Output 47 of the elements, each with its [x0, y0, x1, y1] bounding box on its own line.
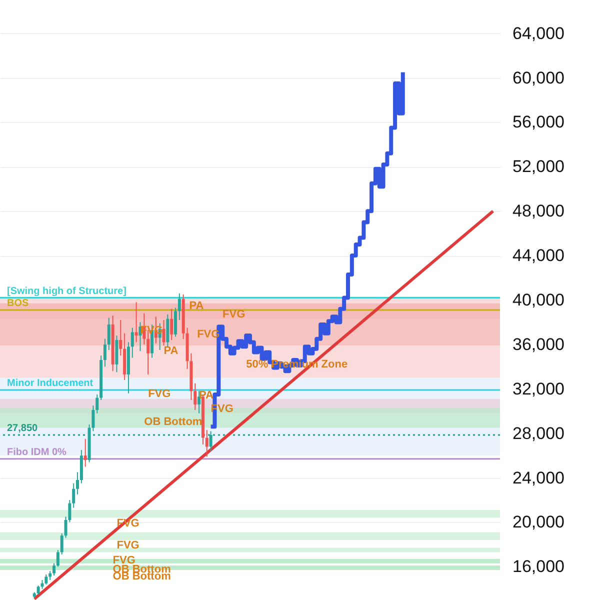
annotation: FVG	[148, 388, 171, 400]
y-tick-label: 16,000	[512, 557, 564, 576]
y-tick-label: 20,000	[512, 512, 564, 532]
annotation: FVG	[222, 308, 246, 320]
candlestick	[198, 390, 201, 414]
candlestick	[194, 382, 197, 410]
candlestick	[134, 302, 138, 343]
ref-line-label: Minor Inducement	[7, 378, 94, 389]
annotation: PA	[189, 300, 204, 312]
y-tick-label: 52,000	[512, 157, 564, 176]
y-tick-label: 64,000	[512, 24, 564, 43]
y-tick-label: 32,000	[512, 379, 564, 398]
candlestick	[52, 562, 56, 576]
candlestick	[107, 317, 110, 350]
y-tick-label: 44,000	[512, 246, 564, 266]
y-tick-label: 36,000	[512, 334, 564, 354]
annotation: OB Bottom	[144, 416, 202, 428]
annotation: FVG	[116, 540, 140, 552]
y-tick-label: 28,000	[512, 424, 564, 443]
candlestick	[56, 550, 60, 568]
candlestick	[119, 320, 122, 356]
y-tick-label: 24,000	[512, 468, 564, 488]
candlestick	[72, 482, 76, 508]
candlestick	[209, 430, 212, 452]
candlestick	[170, 308, 174, 340]
annotation: PA	[199, 390, 214, 402]
y-tick-label: 48,000	[512, 202, 564, 221]
candlestick	[60, 532, 64, 555]
ref-line-label: Fibo IDM 0%	[7, 446, 67, 458]
candlestick	[166, 314, 170, 348]
candlestick	[178, 292, 181, 320]
candlestick	[162, 320, 166, 346]
candlestick	[44, 574, 48, 585]
candlestick	[130, 327, 134, 358]
ref-line-label: [Swing high of Structure]	[7, 286, 126, 297]
candlestick	[103, 338, 106, 368]
annotation: PA	[164, 345, 178, 358]
y-tick-label: 40,000	[512, 290, 564, 310]
candlestick	[205, 430, 208, 458]
ref-line-label: BOS	[7, 298, 29, 309]
candlestick	[174, 307, 178, 338]
candlestick	[84, 438, 87, 468]
candlestick	[76, 472, 80, 495]
ref-line-label: 27,850	[7, 423, 38, 434]
y-tick-label: 60,000	[512, 68, 564, 88]
y-tick-label: 56,000	[512, 112, 564, 132]
candlestick	[96, 394, 99, 414]
